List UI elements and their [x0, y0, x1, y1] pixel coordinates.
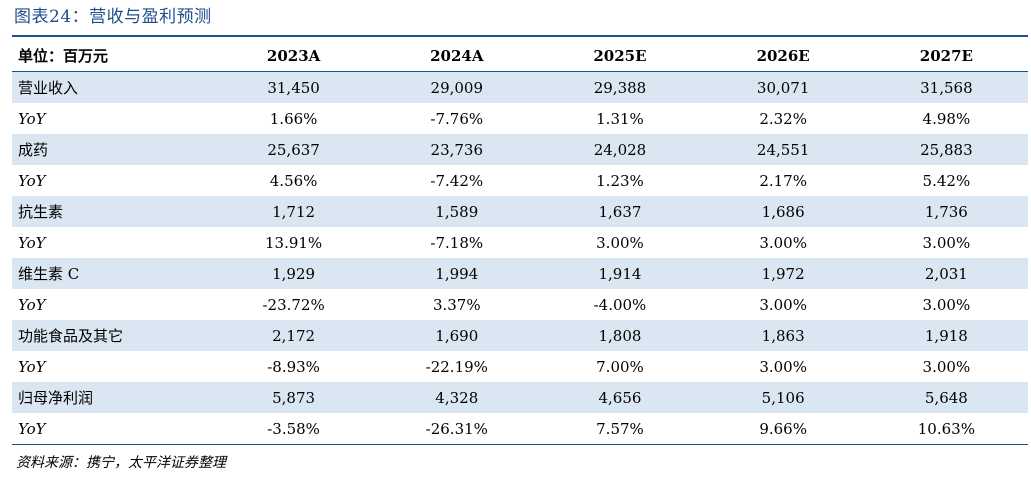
cell-value: -26.31% [375, 413, 539, 445]
header-row: 单位：百万元 2023A 2024A 2025E 2026E 2027E [12, 40, 1028, 72]
cell-value: -7.42% [430, 171, 484, 190]
row-label: 归母净利润 [12, 382, 212, 413]
row-label: YoY [18, 171, 46, 190]
table-row: YoY -8.93% -22.19% 7.00% 3.00% 3.00% [12, 351, 1028, 382]
row-label: 成药 [12, 134, 212, 165]
title-divider [12, 35, 1028, 37]
table-row: 抗生素 1,712 1,589 1,637 1,686 1,736 [12, 196, 1028, 227]
table-row: 成药 25,637 23,736 24,028 24,551 25,883 [12, 134, 1028, 165]
row-label: YoY [18, 295, 46, 314]
cell-value: 5.42% [922, 171, 971, 190]
cell-value: 1,690 [375, 320, 539, 351]
cell-value: 5,873 [212, 382, 376, 413]
cell-value: 3.00% [596, 233, 644, 252]
cell-value: 31,450 [212, 71, 376, 103]
header-2027e: 2027E [864, 40, 1028, 72]
cell-value: 1,929 [212, 258, 376, 289]
cell-value: 10.63% [864, 413, 1028, 445]
row-label: YoY [18, 109, 46, 128]
cell-value: 31,568 [864, 71, 1028, 103]
cell-value: 2.32% [759, 109, 807, 128]
cell-value: 23,736 [375, 134, 539, 165]
cell-value: 2,172 [212, 320, 376, 351]
cell-value: -22.19% [425, 357, 488, 376]
cell-value: 1,589 [375, 196, 539, 227]
cell-value: 1,808 [538, 320, 702, 351]
cell-value: 1,863 [701, 320, 865, 351]
cell-value: 3.00% [922, 357, 971, 376]
header-unit: 单位：百万元 [12, 40, 212, 72]
figure-title: 图表24：营收与盈利预测 [14, 7, 212, 27]
cell-value: 1.66% [269, 109, 318, 128]
row-label: 功能食品及其它 [12, 320, 212, 351]
header-2026e: 2026E [701, 40, 865, 72]
cell-value: 4.56% [269, 171, 318, 190]
table-row: YoY -3.58% -26.31% 7.57% 9.66% 10.63% [12, 413, 1028, 445]
cell-value: 7.00% [596, 357, 644, 376]
cell-value: 1,914 [538, 258, 702, 289]
cell-value: 1,972 [701, 258, 865, 289]
cell-value: 25,637 [212, 134, 376, 165]
table-row: YoY 4.56% -7.42% 1.23% 2.17% 5.42% [12, 165, 1028, 196]
cell-value: 3.00% [922, 233, 971, 252]
table-row: YoY -23.72% 3.37% -4.00% 3.00% 3.00% [12, 289, 1028, 320]
table-row: 维生素 C 1,929 1,994 1,914 1,972 2,031 [12, 258, 1028, 289]
cell-value: -8.93% [267, 357, 320, 376]
table-row: 归母净利润 5,873 4,328 4,656 5,106 5,648 [12, 382, 1028, 413]
cell-value: 4,328 [375, 382, 539, 413]
cell-value: -3.58% [212, 413, 376, 445]
cell-value: 1,712 [212, 196, 376, 227]
header-2024a: 2024A [375, 40, 539, 72]
cell-value: 24,551 [701, 134, 865, 165]
row-label: 维生素 C [12, 258, 212, 289]
cell-value: 1.31% [596, 109, 644, 128]
row-label: YoY [12, 413, 212, 445]
row-label: YoY [18, 357, 46, 376]
cell-value: -23.72% [262, 295, 325, 314]
cell-value: 3.00% [922, 295, 971, 314]
row-label: YoY [18, 233, 46, 252]
cell-value: 30,071 [701, 71, 865, 103]
header-2025e: 2025E [538, 40, 702, 72]
cell-value: 24,028 [538, 134, 702, 165]
cell-value: 3.37% [432, 295, 481, 314]
cell-value: 3.00% [759, 357, 807, 376]
row-label: 抗生素 [12, 196, 212, 227]
cell-value: 29,009 [375, 71, 539, 103]
cell-value: 1,736 [864, 196, 1028, 227]
table-row: 营业收入 31,450 29,009 29,388 30,071 31,568 [12, 71, 1028, 103]
cell-value: 4.98% [922, 109, 971, 128]
cell-value: 1,637 [538, 196, 702, 227]
row-label: 营业收入 [12, 71, 212, 103]
cell-value: 13.91% [264, 233, 323, 252]
cell-value: -4.00% [593, 295, 647, 314]
cell-value: 9.66% [701, 413, 865, 445]
table-row: YoY 1.66% -7.76% 1.31% 2.32% 4.98% [12, 103, 1028, 134]
cell-value: 1,918 [864, 320, 1028, 351]
cell-value: 7.57% [538, 413, 702, 445]
cell-value: 1,686 [701, 196, 865, 227]
cell-value: 3.00% [759, 295, 807, 314]
cell-value: 2.17% [759, 171, 807, 190]
cell-value: 4,656 [538, 382, 702, 413]
header-2023a: 2023A [212, 40, 376, 72]
cell-value: 1.23% [596, 171, 644, 190]
cell-value: -7.76% [430, 109, 484, 128]
source-note: 资料来源：携宁，太平洋证券整理 [16, 455, 226, 471]
cell-value: 5,648 [864, 382, 1028, 413]
cell-value: 29,388 [538, 71, 702, 103]
table-row: YoY 13.91% -7.18% 3.00% 3.00% 3.00% [12, 227, 1028, 258]
revenue-profit-forecast-table: 单位：百万元 2023A 2024A 2025E 2026E 2027E 营业收… [12, 40, 1028, 445]
cell-value: 5,106 [701, 382, 865, 413]
cell-value: 2,031 [864, 258, 1028, 289]
cell-value: -7.18% [430, 233, 484, 252]
cell-value: 3.00% [759, 233, 807, 252]
table-row: 功能食品及其它 2,172 1,690 1,808 1,863 1,918 [12, 320, 1028, 351]
cell-value: 1,994 [375, 258, 539, 289]
cell-value: 25,883 [864, 134, 1028, 165]
